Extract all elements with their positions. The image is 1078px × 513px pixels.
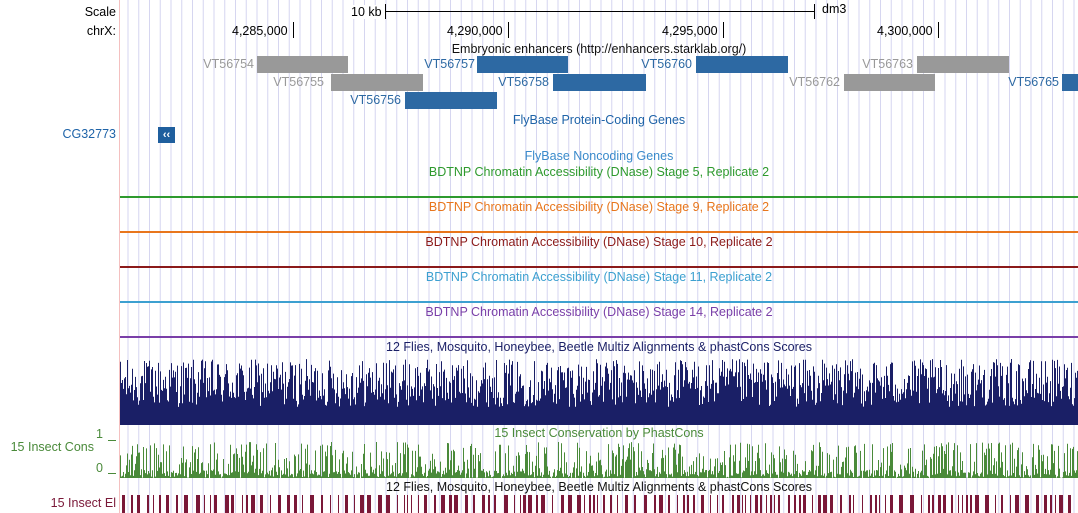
dnase-stage5-signal[interactable]	[120, 196, 1078, 198]
chrom-label: chrX:	[86, 24, 116, 38]
dnase-stage5-title: BDTNP Chromatin Accessibility (DNase) St…	[428, 165, 770, 179]
gene-cg32773[interactable]: ‹‹	[158, 127, 175, 143]
enhancer-vt56765[interactable]	[1062, 74, 1078, 91]
assembly-label: dm3	[822, 2, 847, 16]
ruler-tick-label: 4,285,000	[232, 24, 288, 38]
ruler-tick-label: 4,295,000	[662, 24, 718, 38]
track-label-insect-cons[interactable]: 15 Insect Cons	[10, 440, 94, 454]
dnase-stage9-signal[interactable]	[120, 231, 1078, 233]
cons-min-label: 0	[96, 461, 103, 475]
enhancer-label-vt56760[interactable]: VT56760	[641, 57, 692, 71]
enhancer-vt56762[interactable]	[844, 74, 935, 91]
cons-min-tick	[108, 473, 116, 474]
track-label-cg32773[interactable]: CG32773	[62, 127, 116, 141]
scale-bar	[385, 11, 815, 12]
enhancer-vt56755[interactable]	[331, 74, 423, 91]
scale-bar-left-end	[385, 4, 386, 19]
enhancer-label-vt56763[interactable]: VT56763	[862, 57, 913, 71]
enhancer-label-vt56754[interactable]: VT56754	[203, 57, 254, 71]
enhancer-vt56754[interactable]	[257, 56, 348, 73]
ruler-tick-label: 4,290,000	[447, 24, 503, 38]
cons-max-label: 1	[96, 427, 103, 441]
dnase-stage14-signal[interactable]	[120, 336, 1078, 338]
flybase-noncoding-track-title: FlyBase Noncoding Genes	[524, 149, 674, 163]
multiz-track-title: 12 Flies, Mosquito, Honeybee, Beetle Mul…	[386, 340, 812, 354]
track-area[interactable]: 10 kb dm3 4,285,000 4,290,000 4,295,000 …	[120, 0, 1078, 513]
enhancer-label-vt56758[interactable]: VT56758	[498, 75, 549, 89]
enhancer-label-vt56756[interactable]: VT56756	[350, 93, 401, 107]
dnase-stage9-title: BDTNP Chromatin Accessibility (DNase) St…	[428, 200, 770, 214]
conserved-elements-track[interactable]	[120, 495, 1078, 513]
dnase-stage10-signal[interactable]	[120, 266, 1078, 268]
enhancer-vt56756[interactable]	[405, 92, 497, 109]
enhancer-vt56760[interactable]	[696, 56, 788, 73]
enhancer-label-vt56755[interactable]: VT56755	[273, 75, 324, 89]
elements-track-title: 12 Flies, Mosquito, Honeybee, Beetle Mul…	[386, 480, 812, 494]
dnase-stage14-title: BDTNP Chromatin Accessibility (DNase) St…	[425, 305, 773, 319]
enhancer-vt56763[interactable]	[917, 56, 1009, 73]
enhancer-label-vt56765[interactable]: VT56765	[1008, 75, 1059, 89]
enhancer-label-vt56762[interactable]: VT56762	[789, 75, 840, 89]
enhancer-label-vt56757[interactable]: VT56757	[424, 57, 475, 71]
track-label-insect-el[interactable]: 15 Insect El	[50, 496, 116, 510]
multiz-conservation-plot[interactable]	[120, 355, 1078, 425]
cons-max-tick	[108, 440, 116, 441]
dnase-stage10-title: BDTNP Chromatin Accessibility (DNase) St…	[425, 235, 773, 249]
enhancer-vt56757[interactable]	[477, 56, 568, 73]
enhancer-vt56758[interactable]	[553, 74, 646, 91]
ruler-tick	[938, 22, 939, 38]
scale-bar-label: 10 kb	[349, 5, 384, 19]
enhancers-track-title: Embryonic enhancers (http://enhancers.st…	[451, 42, 747, 56]
ruler-tick	[723, 22, 724, 38]
label-separator	[119, 0, 120, 513]
flybase-coding-track-title: FlyBase Protein-Coding Genes	[512, 113, 686, 127]
ruler-tick	[508, 22, 509, 38]
scale-bar-right-end	[814, 4, 815, 19]
scale-label: Scale	[84, 5, 116, 19]
reverse-strand-arrows-icon: ‹‹	[162, 129, 171, 141]
phastcons-track-title: 15 Insect Conservation by PhastCons	[494, 426, 704, 440]
ruler-tick	[293, 22, 294, 38]
ruler-tick-label: 4,300,000	[877, 24, 933, 38]
phastcons-plot[interactable]	[120, 440, 1078, 478]
dnase-stage11-title: BDTNP Chromatin Accessibility (DNase) St…	[425, 270, 773, 284]
dnase-stage11-signal[interactable]	[120, 301, 1078, 303]
